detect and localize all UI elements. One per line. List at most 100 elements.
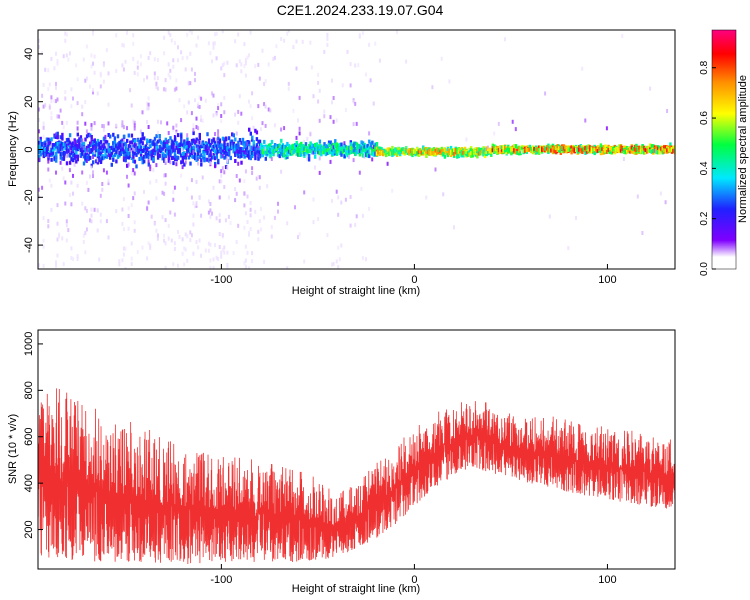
spectrogram-cell (234, 198, 237, 203)
spectrogram-cell (215, 144, 218, 149)
spectrogram-cell (562, 144, 566, 149)
spectrogram-cell (170, 139, 174, 144)
spectrogram-cell (212, 93, 215, 98)
spectrogram-cell (453, 151, 456, 156)
spectrogram-cell (79, 148, 83, 152)
spectrogram-cell (559, 145, 562, 150)
spectrogram-cell (352, 143, 355, 148)
spectrogram-cell (442, 148, 445, 153)
spectrogram-cell (164, 181, 167, 186)
spectrogram-cell (172, 64, 175, 69)
spectrogram-cell (300, 141, 303, 146)
spectrogram-cell (72, 173, 74, 178)
spectrogram-cell (58, 114, 61, 119)
spectrogram-cell (55, 81, 57, 86)
spectrogram-cell (332, 151, 335, 156)
spectrogram-cell (312, 147, 315, 152)
spectrogram-cell (68, 145, 72, 150)
spectrogram-cell (297, 145, 300, 150)
spectrogram-cell (661, 150, 664, 155)
spectrogram-cell (220, 169, 223, 174)
spectrogram-cell (304, 142, 308, 147)
spectrogram-cell (75, 140, 78, 145)
spectrogram-cell (76, 101, 79, 106)
spectrogram-cell (180, 160, 183, 165)
spectrogram-cell (195, 116, 198, 121)
spectrogram-cell (82, 240, 85, 244)
spectrogram-cell (189, 142, 192, 147)
spectrogram-cell (72, 191, 74, 196)
spectrogram-cell (192, 155, 195, 160)
spectrogram-cell (96, 148, 100, 153)
spectrogram-cell (420, 150, 423, 155)
spectrogram-cell (290, 145, 294, 149)
spectrogram-cell (388, 152, 391, 156)
spectrogram-cell (290, 149, 294, 154)
spectrogram-cell (344, 108, 347, 112)
spectrogram-cell (258, 76, 261, 81)
spectrogram-cell (130, 103, 133, 108)
spectrogram-cell (630, 145, 633, 150)
spectrogram-cell (382, 152, 385, 157)
spectrogram-cell (255, 150, 259, 155)
spectrogram-cell (76, 126, 79, 131)
spectrogram-cell (561, 146, 564, 151)
spectrogram-cell (286, 147, 289, 152)
spectrogram-cell (173, 41, 176, 45)
spectrogram-cell (556, 144, 559, 148)
spectrogram-cell (67, 57, 70, 62)
spectrogram-cell (568, 147, 572, 152)
spectrogram-cell (115, 69, 118, 73)
spectrogram-cell (448, 79, 451, 84)
spectrogram-cell (211, 139, 214, 144)
spectrogram-cell (62, 176, 65, 181)
spectrogram-cell (673, 145, 675, 150)
spectrogram-cell (505, 150, 508, 155)
spectrogram-cell (416, 151, 419, 156)
spectrogram-cell (153, 148, 157, 153)
spectrogram-cell (177, 144, 180, 149)
spectrogram-cell (471, 150, 474, 155)
spectrogram-cell (98, 158, 101, 163)
spectrogram-cell (318, 88, 321, 93)
spectrogram-cell (482, 152, 485, 157)
spectrogram-cell (636, 147, 640, 152)
spectrogram-cell (248, 149, 251, 153)
spectrogram-cell (87, 187, 90, 192)
spectrogram-cell (147, 200, 150, 205)
spectrogram-cell (295, 140, 298, 145)
spectrogram-cell (363, 154, 366, 159)
spectrogram-cell (102, 137, 106, 142)
spectrogram-cell (136, 250, 139, 254)
spectrogram-cell (241, 137, 245, 142)
spectrogram-cell (62, 142, 66, 147)
spectrogram-cell (152, 148, 155, 153)
spectrogram-cell (292, 146, 295, 151)
spectrogram-cell (449, 149, 453, 154)
spectrogram-cell (257, 104, 260, 109)
spectrogram-cell (335, 145, 339, 149)
spectrogram-cell (348, 145, 351, 150)
spectrogram-cell (440, 147, 444, 151)
spectrogram-cell (209, 153, 212, 158)
spectrogram-cell (218, 153, 221, 158)
spectrogram-cell (44, 103, 47, 108)
spectrogram-cell (204, 248, 207, 253)
spectrogram-cell (209, 242, 212, 247)
spectrogram-cell (258, 139, 262, 144)
spectrogram-cell (102, 143, 105, 148)
spectrogram-cell (254, 152, 257, 157)
spectrogram-cell (340, 243, 343, 248)
spectrogram-cell (126, 30, 128, 35)
spectrogram-cell (226, 165, 229, 170)
spectrogram-cell (658, 150, 661, 155)
spectrogram-cell (194, 98, 196, 103)
spectrogram-cell (232, 145, 235, 150)
spectrogram-cell (221, 233, 224, 238)
colorbar-label: Normalized spectral amplitude (737, 75, 749, 223)
spectrogram-cell (326, 145, 329, 150)
spectrogram-cell (400, 148, 403, 153)
spectrogram-cell (331, 100, 333, 105)
spectrogram-cell (207, 138, 211, 143)
spectrogram-cell (649, 143, 652, 148)
